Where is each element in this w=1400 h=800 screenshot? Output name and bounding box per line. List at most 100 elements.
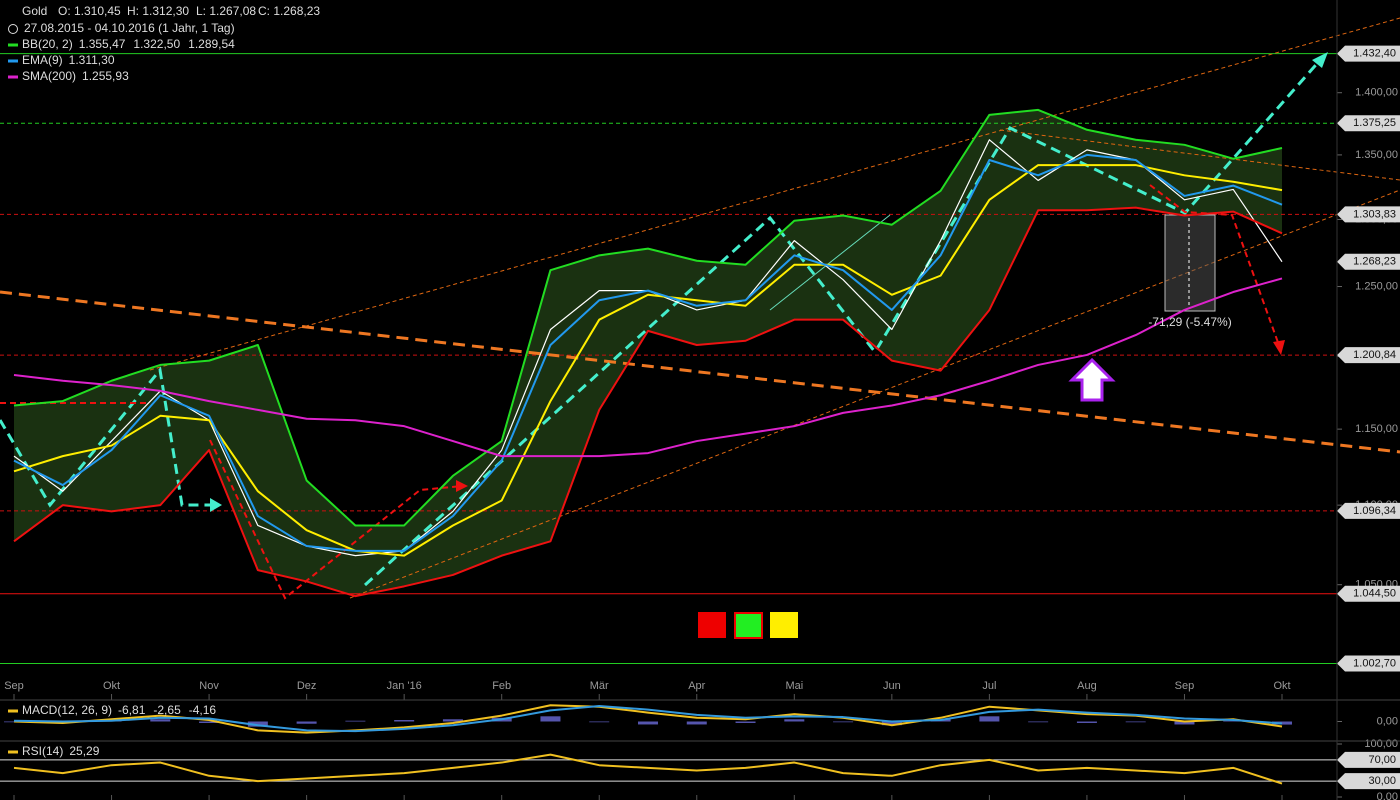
- cyan-arrow: [363, 57, 1324, 587]
- level-label: 1.200,84: [1353, 349, 1396, 361]
- histogram-bar: [296, 721, 317, 724]
- level-tag: [1337, 115, 1400, 132]
- histogram-bar: [1125, 721, 1146, 723]
- trend-line: [0, 290, 1400, 454]
- histogram-bar: [881, 721, 902, 726]
- x-tick-label: Okt: [103, 680, 120, 692]
- histogram-bar: [150, 719, 171, 722]
- indicator-line: [13, 206, 1283, 598]
- level-tag: [1337, 773, 1400, 790]
- drawings: [0, 17, 1400, 639]
- color-square: [770, 612, 798, 638]
- y-tick-label: 0,00: [1377, 791, 1398, 800]
- legend-name: BB(20, 2): [22, 37, 73, 51]
- annotation: -71,29 (-5.47%): [1148, 315, 1231, 329]
- x-tick-label: Nov: [199, 680, 219, 692]
- histogram-bar: [735, 721, 756, 723]
- legend-name: EMA(9): [22, 53, 63, 67]
- y-tick-label: 1.150,00: [1355, 423, 1398, 435]
- histogram-bar: [442, 719, 463, 722]
- red-arrow: [1149, 184, 1281, 349]
- arrow-head: [1312, 52, 1328, 68]
- indicator-line: [13, 164, 1283, 557]
- x-tick-label: Aug: [1077, 680, 1097, 692]
- level-label: 1.268,23: [1353, 256, 1396, 268]
- indicator-line: [13, 704, 1283, 734]
- y-tick-label: 100,00: [1364, 738, 1398, 750]
- legend-swatch: [8, 709, 18, 713]
- level-tag: [1337, 347, 1400, 364]
- arrow-head: [1273, 340, 1285, 355]
- histogram-bar: [686, 721, 707, 725]
- indicator-line: [13, 153, 1283, 552]
- panel-under: [0, 53, 1342, 800]
- histogram-bar: [1028, 721, 1049, 723]
- level-tag: [1337, 253, 1400, 270]
- ohlc: O: 1.310,45: [58, 4, 121, 18]
- y-tick-label: 1.400,00: [1355, 87, 1398, 99]
- level-tag: [1337, 45, 1400, 62]
- legend-name: MACD(12, 26, 9): [22, 703, 112, 717]
- histogram-bar: [394, 720, 415, 722]
- ohlc: L: 1.267,08: [196, 4, 256, 18]
- arrow-head: [210, 498, 222, 512]
- thin-line: [769, 214, 891, 311]
- histogram-bar: [979, 716, 1000, 722]
- histogram-bar: [1076, 721, 1097, 723]
- level-tag: [1337, 206, 1400, 223]
- indicator-line: [13, 108, 1283, 527]
- legend-name: RSI(14): [22, 744, 63, 758]
- histogram-bar: [1174, 721, 1195, 725]
- legend-value: 1.311,30: [69, 53, 115, 67]
- level-label: 1.044,50: [1353, 588, 1396, 600]
- chart-title: Gold: [22, 4, 47, 18]
- x-tick-label: Dez: [297, 680, 317, 692]
- level-label: 1.303,83: [1353, 208, 1396, 220]
- legend-swatch: [8, 750, 18, 754]
- ohlc: C: 1.268,23: [258, 4, 320, 18]
- y-tick-label: 1.250,00: [1355, 280, 1398, 292]
- x-tick-label: Sep: [1175, 680, 1195, 692]
- histogram-bar: [247, 721, 268, 727]
- x-tick-label: Jul: [982, 680, 996, 692]
- legend-name: SMA(200): [22, 69, 76, 83]
- level-label: 1.002,70: [1353, 657, 1396, 669]
- level-tag: [1337, 751, 1400, 768]
- histogram-bar: [345, 720, 366, 722]
- legend-value: -6,81: [118, 703, 146, 717]
- x-tick-label: Jun: [883, 680, 901, 692]
- y-tick-label: 0,00: [1377, 715, 1398, 727]
- legend-value: -2,65: [153, 703, 181, 717]
- indicator-line: [13, 753, 1283, 785]
- x-tick-label: Feb: [492, 680, 511, 692]
- legend-value: -4,16: [189, 703, 217, 717]
- histogram-bar: [784, 719, 805, 722]
- y-tick-label: 1.350,00: [1355, 149, 1398, 161]
- level-tag: [1337, 655, 1400, 672]
- legend-value: 1.355,47: [79, 37, 126, 51]
- x-tick-label: Apr: [688, 680, 705, 692]
- x-tick-label: Mär: [590, 680, 609, 692]
- level-label: 1.096,34: [1353, 505, 1396, 517]
- histogram-bar: [638, 721, 658, 725]
- histogram-bar: [199, 721, 220, 723]
- color-square: [734, 612, 763, 639]
- legend-swatch: [8, 75, 18, 79]
- indicator-line: [13, 277, 1283, 458]
- purple-arrow: [1068, 357, 1116, 402]
- subtitle: 27.08.2015 - 04.10.2016 (1 Jahr, 1 Tag): [24, 21, 235, 35]
- color-square: [698, 612, 726, 638]
- legend-value: 1.322,50: [133, 37, 180, 51]
- bb-fill: [14, 109, 1282, 597]
- level-tag: [1337, 502, 1400, 519]
- panel-over: Sep Okt Nov Dez Jan '16 Feb Mär Apr Mai Jun Jul Aug…: [4, 37, 1400, 800]
- histogram-bar: [540, 716, 561, 722]
- histogram-bar: [1223, 720, 1244, 722]
- histogram-bar: [833, 721, 854, 723]
- ohlc: H: 1.312,30: [127, 4, 189, 18]
- legend-swatch: [8, 59, 18, 63]
- legend-value: 1.255,93: [82, 69, 129, 83]
- level-label: 30,00: [1368, 775, 1396, 787]
- channel-line: [349, 189, 1400, 599]
